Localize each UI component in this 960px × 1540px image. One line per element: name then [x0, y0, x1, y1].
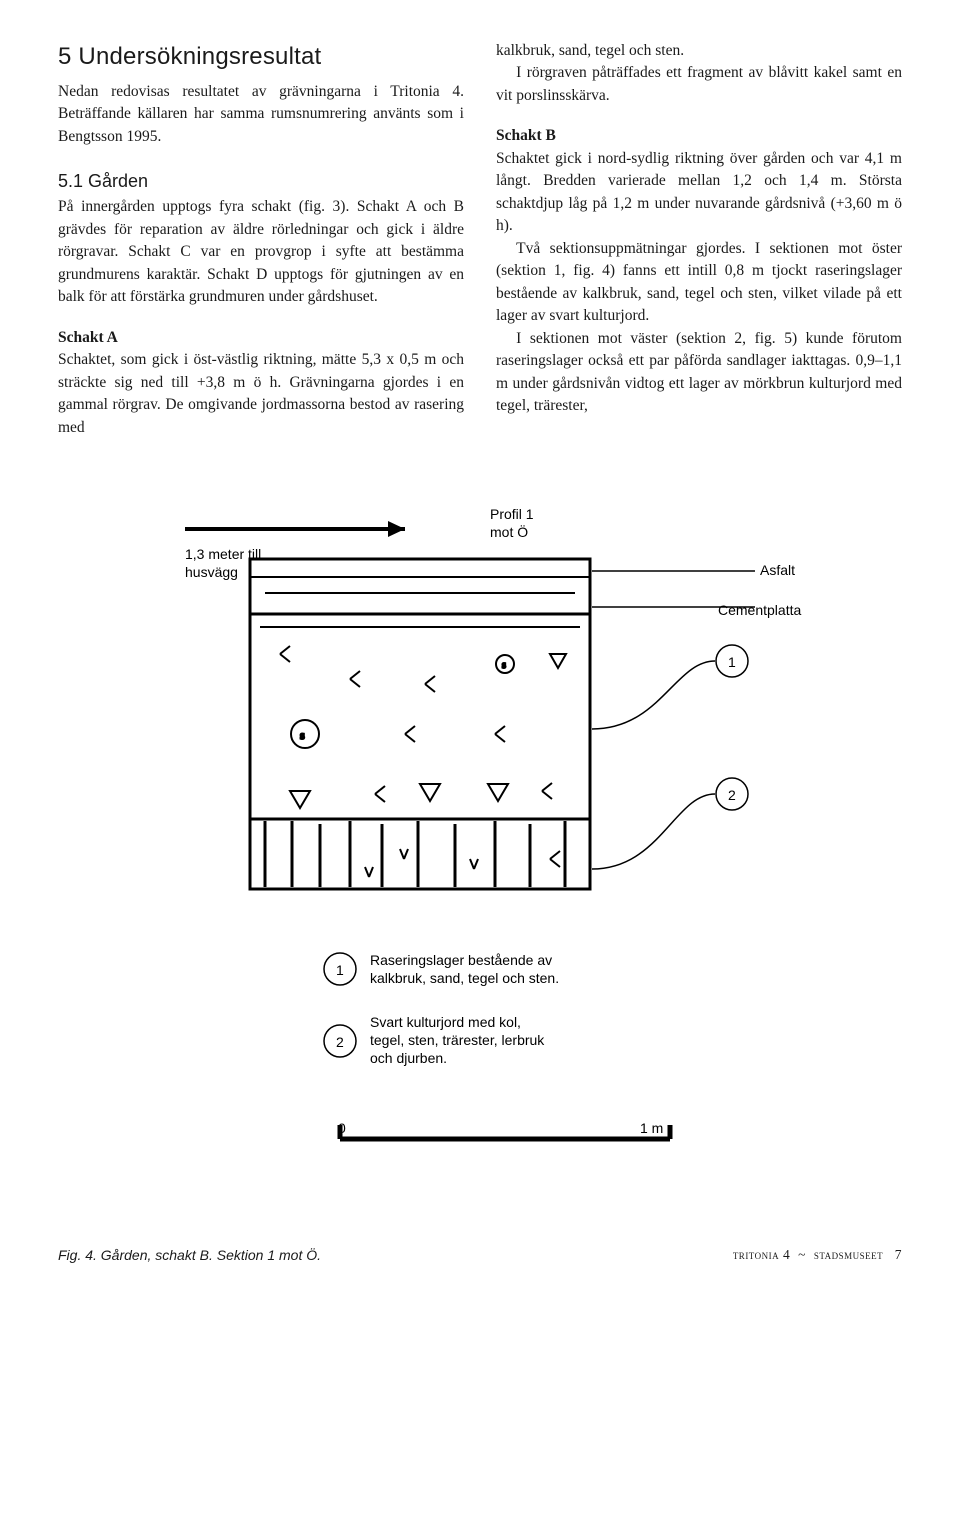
legend: 1 Raseringslager bestående av kalkbruk, … [324, 952, 559, 1066]
svg-text:Svart kulturjord med kol,: Svart kulturjord med kol, tegel, sten, t… [370, 1014, 548, 1066]
svg-text:2: 2 [728, 787, 736, 803]
page-footer-row: Fig. 4. Gården, schakt B. Sektion 1 mot … [58, 1247, 902, 1263]
right-p1: kalkbruk, sand, tegel och sten. [496, 40, 902, 62]
scale-bar: 0 1 m [338, 1120, 670, 1139]
svg-text:2: 2 [336, 1034, 344, 1050]
right-p2: I rörgraven påträffades ett fragment av … [496, 62, 902, 107]
svg-text:Raseringslager bestående av: Raseringslager bestående av kalkbruk, sa… [370, 952, 559, 986]
asfalt-label: Asfalt [760, 562, 795, 578]
schakt-a-title: Schakt A [58, 327, 464, 349]
arrow-to-wall [185, 521, 405, 537]
callout-2: 2 [716, 778, 748, 810]
figure-caption: Fig. 4. Gården, schakt B. Sektion 1 mot … [58, 1247, 321, 1263]
schakt-b-title: Schakt B [496, 125, 902, 147]
profil-label: Profil 1 mot Ö [490, 506, 537, 540]
svg-text:s: s [502, 660, 506, 671]
schakt-b-body3: I sektionen mot väster (sektion 2, fig. … [496, 328, 902, 418]
schakt-b-body1: Schaktet gick i nord-sydlig riktning öve… [496, 148, 902, 238]
footer-right: stadsmuseet [814, 1247, 883, 1262]
figure-4: 1,3 meter till husvägg Profil 1 mot Ö [58, 499, 902, 1229]
section-drawing: s s [250, 559, 590, 889]
callout-1: 1 [716, 645, 748, 677]
page-root: 5 Undersökningsresultat Nedan redovisas … [0, 0, 960, 1293]
footer-left: tritonia 4 [733, 1247, 790, 1262]
svg-text:s: s [300, 728, 305, 742]
chapter-title: 5 Undersökningsresultat [58, 40, 464, 75]
svg-text:1: 1 [728, 654, 736, 670]
running-footer: tritonia 4 ~ stadsmuseet 7 [733, 1247, 902, 1263]
footer-tilde: ~ [798, 1247, 806, 1262]
svg-text:1 m: 1 m [640, 1120, 663, 1136]
svg-text:1: 1 [336, 962, 344, 978]
left-column: 5 Undersökningsresultat Nedan redovisas … [58, 40, 464, 439]
page-number: 7 [895, 1247, 902, 1262]
two-column-text: 5 Undersökningsresultat Nedan redovisas … [58, 40, 902, 439]
right-column: kalkbruk, sand, tegel och sten. I rörgra… [496, 40, 902, 439]
arrow-label: 1,3 meter till husvägg [185, 546, 265, 580]
intro-paragraph: Nedan redovisas resultatet av grävningar… [58, 81, 464, 148]
schakt-a-body: Schaktet, som gick i öst-västlig riktnin… [58, 349, 464, 439]
section-5-1-body: På innergården upptogs fyra schakt (fig.… [58, 196, 464, 308]
section-diagram: 1,3 meter till husvägg Profil 1 mot Ö [130, 499, 830, 1229]
section-5-1-title: 5.1 Gården [58, 168, 464, 194]
schakt-b-body2: Två sektionsuppmätningar gjordes. I sekt… [496, 238, 902, 328]
cement-label: Cementplatta [718, 602, 801, 618]
